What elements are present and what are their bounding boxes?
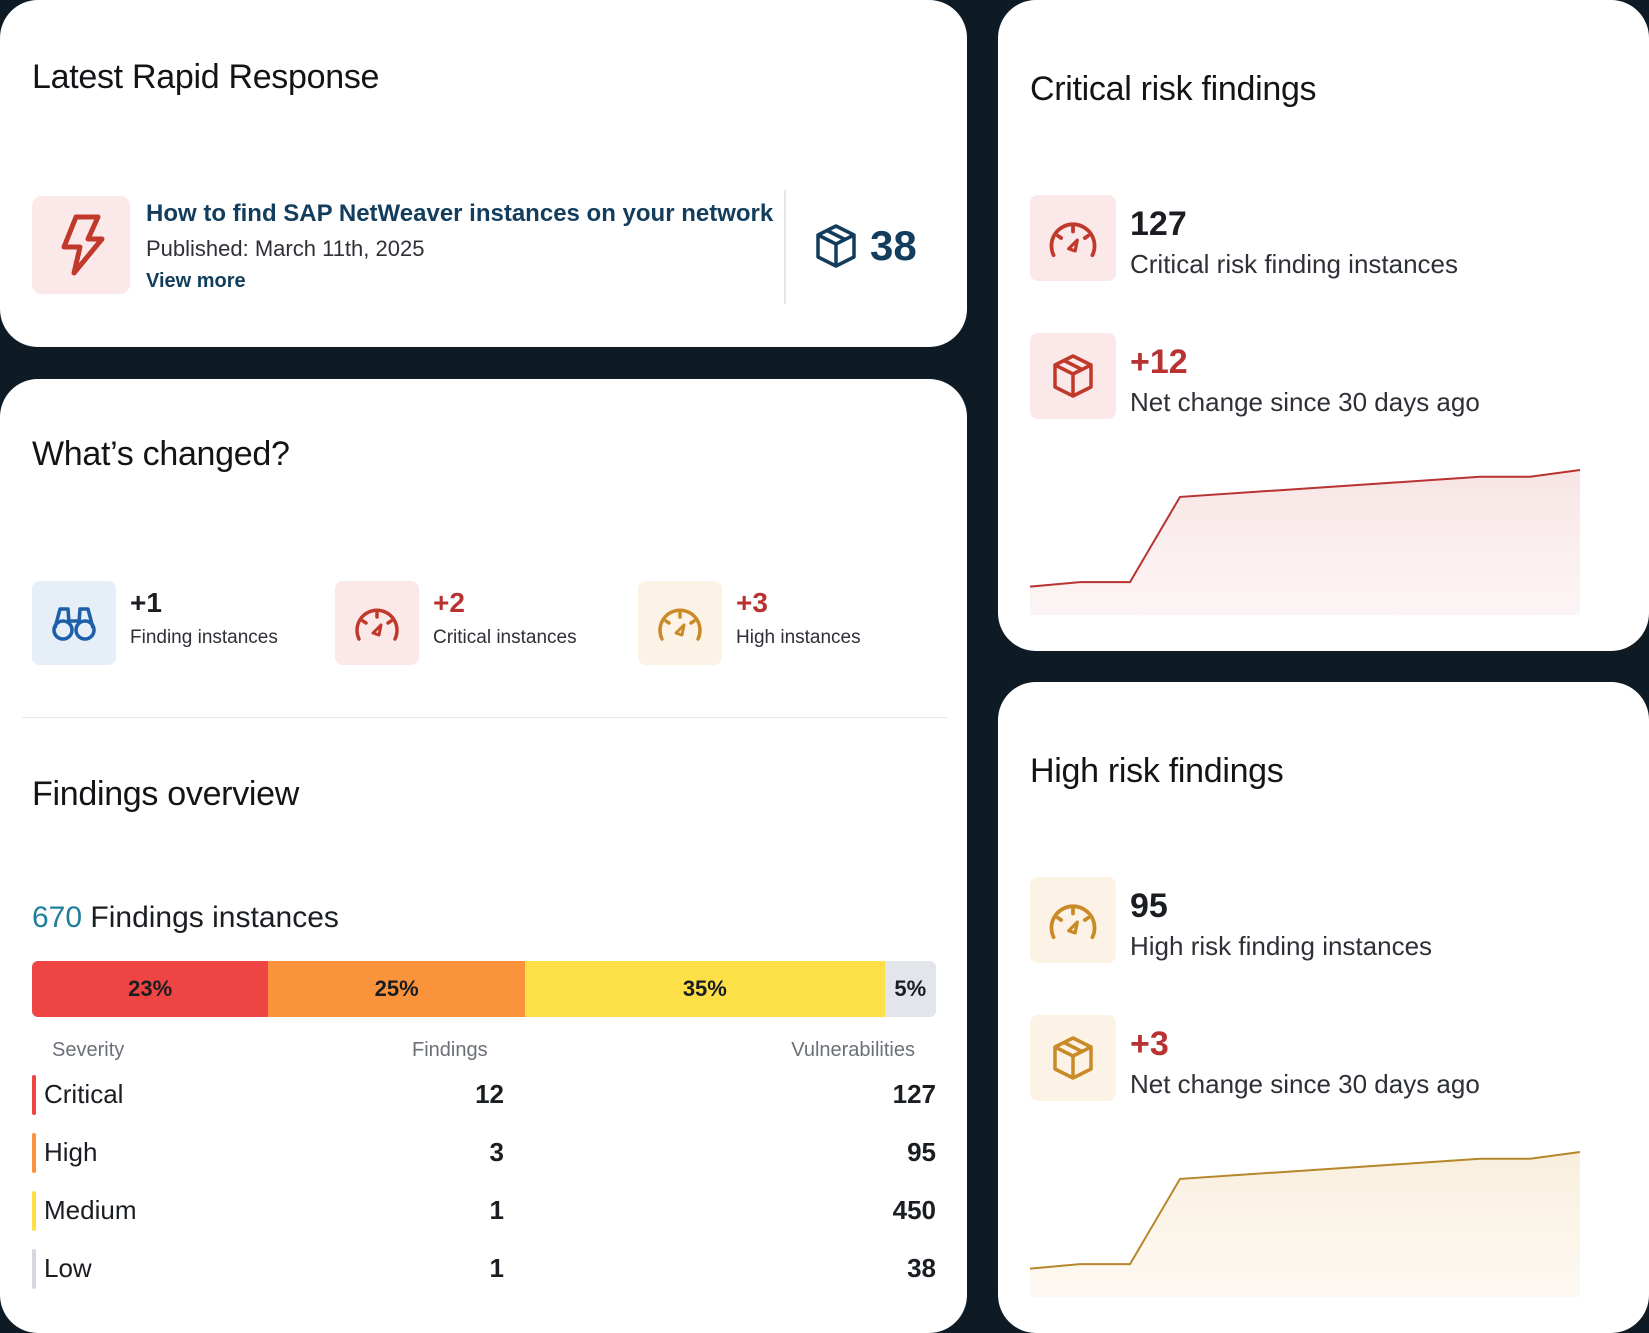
published-date: Published: March 11th, 2025 [146,236,425,261]
vulnerabilities-count: 127 [892,1079,936,1109]
table-row: Low 1 38 [32,1249,936,1289]
table-row: High 3 95 [32,1133,936,1173]
findings-count: 1 [489,1195,504,1225]
table-row: Medium 1 450 [32,1191,936,1231]
table-row: Critical 12 127 [32,1075,936,1115]
findings-count: 3 [489,1137,504,1167]
view-more-link[interactable]: View more [146,270,246,292]
vulnerabilities-count: 450 [892,1195,936,1225]
critical-trend-area [1030,470,1580,615]
severity-name: Low [44,1253,92,1283]
severity-segment-critical: 23% [32,961,269,1017]
column-header-vulnerabilities: Vulnerabilities [791,1039,915,1061]
findings-count: 12 [475,1079,504,1109]
divider [784,190,786,304]
high-change: +3 [1130,1025,1169,1063]
critical-trend-chart [1030,469,1581,615]
vulnerabilities-count: 38 [907,1253,936,1283]
critical-trend-line [1030,469,1581,588]
critical-count-stat: 127 Critical risk finding instances [1030,195,1590,281]
divider [22,717,947,718]
lightning-icon [32,196,130,294]
stat-value: +2 [433,587,465,618]
high-risk-title: High risk findings [1030,752,1284,790]
whats-changed-title: What’s changed? [32,435,290,473]
severity-marker [32,1249,36,1289]
stat-label: Finding instances [130,627,278,648]
critical-risk-title: Critical risk findings [1030,70,1317,108]
gauge-icon [1030,877,1116,963]
severity-name: Medium [44,1195,137,1225]
critical-change: +12 [1130,343,1188,381]
high-change-stat: +3 Net change since 30 days ago [1030,1015,1590,1101]
high-count: 95 [1130,887,1168,925]
stat-label: Critical instances [433,627,577,648]
stat-value: +1 [130,587,162,618]
findings-overview-title: Findings overview [32,775,300,813]
findings-total-value: 670 [32,901,83,934]
severity-marker [32,1191,36,1231]
binoculars-icon [32,581,116,665]
severity-marker [32,1075,36,1115]
findings-total-label: Findings instances [90,901,339,934]
rapid-response-title: Latest Rapid Response [32,58,380,96]
rapid-response-card: Latest Rapid Response How to find SAP Ne… [0,0,967,347]
critical-count: 127 [1130,205,1187,243]
column-header-severity: Severity [52,1039,125,1061]
whats-changed-card: What’s changed? +1 Finding instances +2 … [0,379,967,1333]
high-change-label: Net change since 30 days ago [1130,1069,1480,1099]
gauge-icon [335,581,419,665]
high-risk-card: High risk findings 95 High risk finding … [998,682,1649,1333]
high-count-label: High risk finding instances [1130,931,1433,961]
findings-total: 670 Findings instances [32,901,339,935]
stat-value: +3 [736,587,768,618]
high-count-stat: 95 High risk finding instances [1030,877,1590,963]
stat-label: High instances [736,627,861,648]
critical-count-label: Critical risk finding instances [1130,249,1459,279]
severity-distribution-bar: 23% 25% 35% 5% [32,961,936,1017]
rapid-response-count: 38 [870,222,917,269]
high-trend-line [1030,1151,1581,1270]
package-icon [1030,333,1116,419]
findings-count: 1 [489,1253,504,1283]
critical-change-label: Net change since 30 days ago [1130,387,1480,417]
severity-name: Critical [44,1079,124,1109]
package-icon [1030,1015,1116,1101]
high-trend-chart [1030,1151,1581,1297]
gauge-icon [638,581,722,665]
package-icon [812,222,860,275]
severity-name: High [44,1137,98,1167]
severity-segment-high: 25% [268,961,526,1017]
column-header-findings: Findings [412,1039,488,1061]
critical-risk-card: Critical risk findings 127 Critical risk… [998,0,1649,651]
critical-change-stat: +12 Net change since 30 days ago [1030,333,1590,419]
severity-segment-low: 5% [884,961,936,1017]
article-link[interactable]: How to find SAP NetWeaver instances on y… [146,200,774,227]
severity-marker [32,1133,36,1173]
severity-segment-medium: 35% [525,961,885,1017]
vulnerabilities-count: 95 [907,1137,936,1167]
high-trend-area [1030,1152,1580,1297]
gauge-icon [1030,195,1116,281]
